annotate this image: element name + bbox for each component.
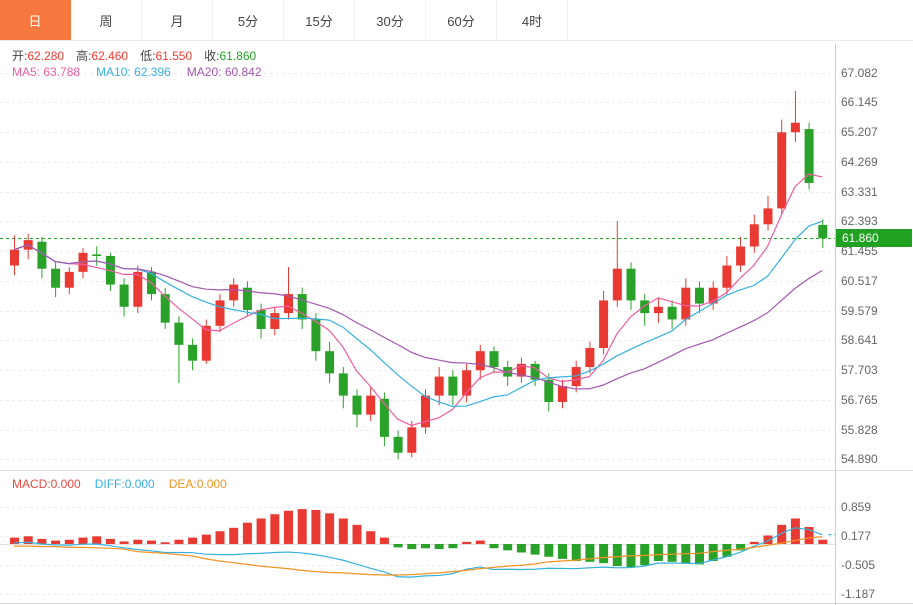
dea-legend: DEA:0.000	[169, 477, 227, 491]
y-axis-border	[835, 44, 836, 605]
open-value: 62.280	[27, 49, 65, 63]
macd-label: MACD:	[12, 477, 51, 491]
tab-day[interactable]: 日	[0, 0, 71, 40]
y-axis-label: 55.828	[841, 422, 878, 437]
tab-4hour[interactable]: 4时	[497, 0, 568, 40]
diff-legend: DIFF:0.000	[95, 477, 155, 491]
ma5-value: 63.788	[43, 65, 81, 79]
low-quote: 低:61.550	[140, 47, 192, 64]
close-value: 61.860	[219, 49, 257, 63]
main-chart-canvas[interactable]	[0, 40, 836, 470]
ma20-legend: MA20: 60.842	[187, 65, 262, 79]
low-value: 61.550	[155, 49, 193, 63]
macd-legend: MACD:0.000	[12, 477, 81, 491]
ma20-value: 60.842	[224, 65, 262, 79]
ma5-legend: MA5: 63.788	[12, 65, 80, 79]
y-axis-label: 63.331	[841, 184, 878, 199]
ma5-label: MA5:	[12, 65, 41, 79]
y-axis-label: 56.765	[841, 392, 878, 407]
y-axis-label: 62.393	[841, 214, 878, 229]
y-axis-label: 59.579	[841, 303, 878, 318]
open-label: 开:	[12, 49, 28, 63]
macd-value: 0.000	[50, 477, 81, 491]
close-quote: 收:61.860	[204, 47, 256, 64]
dea-value: 0.000	[196, 477, 227, 491]
tab-week[interactable]: 周	[71, 0, 142, 40]
bottom-border	[0, 603, 913, 604]
ohlc-quote-bar: 开:62.280 高:62.460 低:61.550 收:61.860	[12, 47, 256, 64]
tab-5min[interactable]: 5分	[213, 0, 284, 40]
close-label: 收:	[204, 49, 220, 63]
ma10-value: 62.396	[134, 65, 171, 79]
tab-month[interactable]: 月	[142, 0, 213, 40]
y-axis-label: 0.177	[841, 529, 872, 544]
dea-label: DEA:	[168, 477, 197, 491]
y-axis-label: -1.187	[841, 587, 876, 602]
y-axis-label: 61.455	[841, 244, 878, 259]
y-axis-label: 64.269	[841, 154, 878, 169]
y-axis-label: 66.145	[841, 95, 878, 110]
tab-30min[interactable]: 30分	[355, 0, 426, 40]
y-axis-label: 57.703	[841, 363, 878, 378]
ma10-legend: MA10: 62.396	[96, 65, 171, 79]
macd-legend-bar: MACD:0.000 DIFF:0.000 DEA:0.000	[12, 477, 227, 491]
low-label: 低:	[140, 49, 156, 63]
y-axis-label: 67.082	[841, 65, 878, 80]
y-axis-label: 0.859	[841, 500, 872, 515]
y-axis-label: 54.890	[841, 452, 878, 467]
ma20-label: MA20:	[186, 65, 222, 79]
high-value: 62.460	[91, 49, 129, 63]
y-axis-label: 58.641	[841, 333, 878, 348]
current-price-badge: 61.860	[836, 229, 912, 248]
tab-15min[interactable]: 15分	[284, 0, 355, 40]
period-toolbar: 日 周 月 5分 15分 30分 60分 4时	[0, 0, 913, 41]
diff-value: 0.000	[124, 477, 155, 491]
tab-60min[interactable]: 60分	[426, 0, 497, 40]
high-quote: 高:62.460	[76, 47, 128, 64]
panel-separator	[0, 470, 913, 471]
diff-label: DIFF:	[94, 477, 125, 491]
ma-legend-bar: MA5: 63.788 MA10: 62.396 MA20: 60.842	[12, 65, 262, 79]
y-axis-label: -0.505	[841, 558, 876, 573]
high-label: 高:	[76, 49, 92, 63]
y-axis-label: 60.517	[841, 273, 878, 288]
macd-chart-canvas[interactable]	[0, 470, 836, 605]
open-quote: 开:62.280	[12, 47, 64, 64]
y-axis-label: 65.207	[841, 125, 878, 140]
ma10-label: MA10:	[96, 65, 131, 79]
